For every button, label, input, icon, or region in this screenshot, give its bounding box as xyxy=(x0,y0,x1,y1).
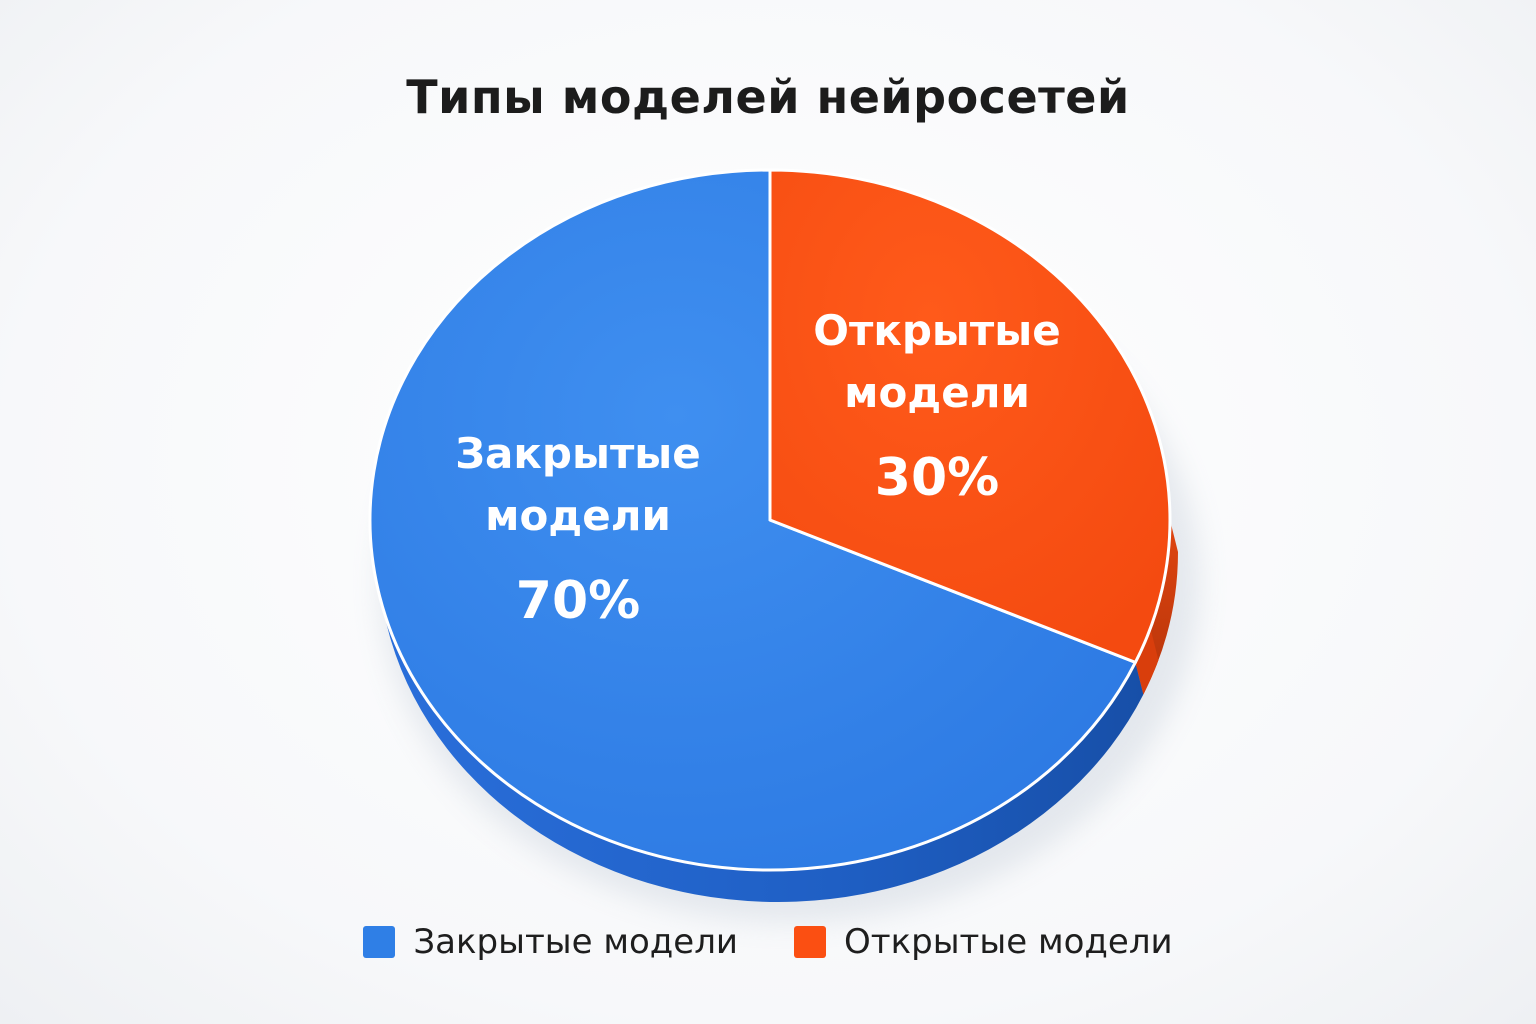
slice-value-open: 30% xyxy=(875,448,999,508)
slice-label-open-line1: Открытые xyxy=(813,306,1060,355)
slice-value-closed: 70% xyxy=(516,571,640,631)
legend-swatch-closed xyxy=(363,926,396,958)
legend-item-open: Открытые модели xyxy=(794,922,1173,962)
legend-label-closed: Закрытые модели xyxy=(413,922,739,962)
legend: Закрытые модели Открытые модели xyxy=(0,922,1536,962)
slice-label-open-line2: модели xyxy=(844,368,1030,417)
slice-label-closed-line2: модели xyxy=(485,491,671,540)
slice-open xyxy=(768,168,1172,664)
slice-label-closed-line1: Закрытые xyxy=(455,429,701,478)
legend-label-open: Открытые модели xyxy=(844,922,1173,962)
legend-item-closed: Закрытые модели xyxy=(363,922,738,962)
legend-swatch-open xyxy=(794,926,827,958)
chart-title: Типы моделей нейросетей xyxy=(406,70,1130,124)
slice-edge-open xyxy=(1135,628,1159,695)
slice-closed xyxy=(368,168,1137,872)
